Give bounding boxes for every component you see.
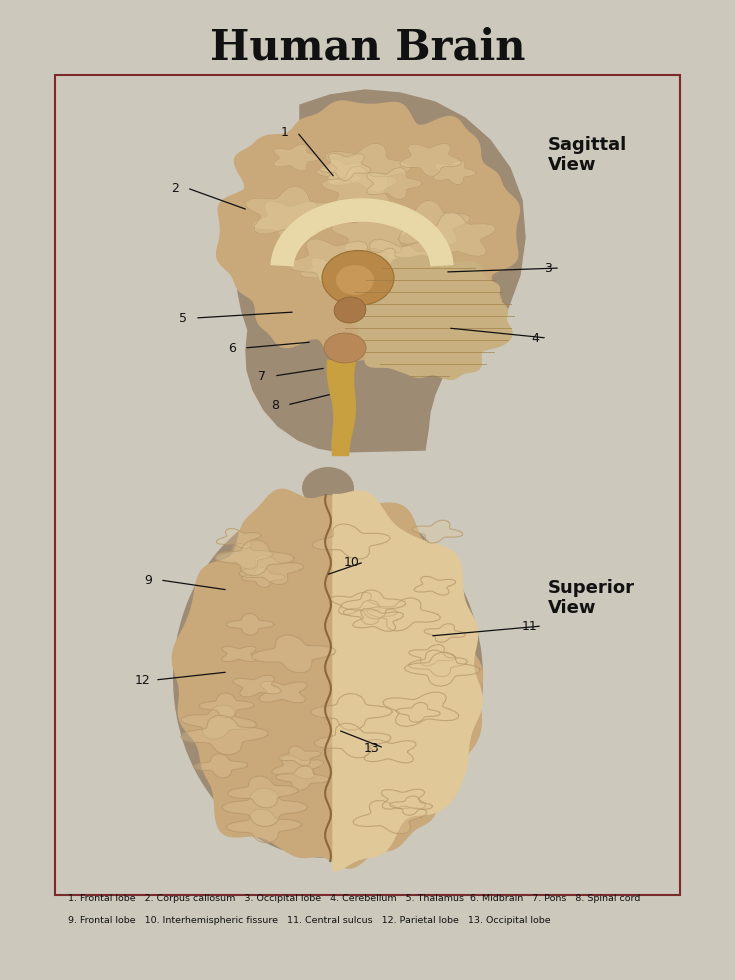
Polygon shape (312, 524, 390, 559)
Polygon shape (341, 590, 406, 619)
Polygon shape (362, 248, 406, 273)
Polygon shape (390, 796, 432, 815)
Polygon shape (241, 567, 284, 587)
Polygon shape (181, 715, 268, 755)
Polygon shape (387, 245, 431, 270)
Text: 6: 6 (228, 341, 236, 355)
Text: 4: 4 (531, 331, 539, 345)
Polygon shape (383, 692, 459, 726)
Polygon shape (412, 520, 463, 543)
Polygon shape (322, 167, 398, 207)
Polygon shape (217, 544, 273, 569)
Polygon shape (400, 143, 462, 176)
Polygon shape (259, 681, 307, 703)
Polygon shape (181, 705, 257, 739)
Polygon shape (289, 239, 377, 287)
Ellipse shape (334, 297, 366, 323)
Polygon shape (315, 723, 391, 758)
Polygon shape (353, 609, 404, 631)
Polygon shape (251, 201, 329, 242)
Polygon shape (404, 653, 480, 686)
Polygon shape (245, 186, 339, 237)
Polygon shape (351, 239, 442, 289)
Polygon shape (216, 528, 261, 549)
Polygon shape (252, 635, 336, 673)
Text: 1: 1 (281, 125, 289, 138)
Polygon shape (215, 540, 294, 576)
Polygon shape (414, 576, 456, 595)
Text: 3: 3 (544, 262, 552, 274)
Bar (55, 75, 680, 895)
Polygon shape (311, 694, 392, 730)
Polygon shape (222, 646, 256, 662)
Text: 13: 13 (364, 742, 380, 755)
Ellipse shape (324, 333, 366, 363)
Polygon shape (222, 788, 308, 826)
Text: 12: 12 (135, 673, 151, 687)
Polygon shape (226, 808, 301, 843)
Polygon shape (409, 650, 467, 676)
Ellipse shape (336, 265, 374, 295)
Text: 7: 7 (258, 369, 266, 382)
Polygon shape (424, 623, 466, 642)
Text: 10: 10 (344, 556, 360, 568)
Text: Human Brain: Human Brain (209, 27, 526, 69)
Text: 2: 2 (171, 181, 179, 194)
Polygon shape (239, 556, 304, 585)
Text: 1. Frontal lobe   2. Corpus callosum   3. Occipital lobe   4. Cerebellum   5. Th: 1. Frontal lobe 2. Corpus callosum 3. Oc… (68, 894, 640, 903)
Polygon shape (333, 491, 482, 871)
Polygon shape (410, 212, 496, 258)
Polygon shape (226, 613, 274, 635)
Polygon shape (345, 256, 512, 379)
Polygon shape (316, 159, 362, 185)
Polygon shape (276, 766, 329, 790)
Polygon shape (367, 168, 423, 200)
Polygon shape (353, 801, 427, 834)
Polygon shape (278, 746, 321, 765)
Polygon shape (227, 776, 298, 808)
Polygon shape (326, 143, 412, 192)
Text: 5: 5 (179, 312, 187, 324)
Polygon shape (330, 592, 380, 614)
Polygon shape (232, 90, 525, 452)
Polygon shape (172, 489, 483, 868)
Polygon shape (387, 201, 470, 245)
Polygon shape (331, 210, 415, 254)
Polygon shape (301, 258, 354, 286)
Polygon shape (343, 600, 398, 624)
Ellipse shape (173, 498, 483, 858)
Polygon shape (396, 703, 440, 722)
Polygon shape (368, 598, 440, 631)
Text: Superior
View: Superior View (548, 578, 635, 617)
Polygon shape (409, 645, 456, 665)
Text: 9: 9 (144, 573, 152, 586)
Ellipse shape (322, 251, 394, 306)
Ellipse shape (302, 467, 354, 509)
Polygon shape (434, 161, 476, 184)
Text: 8: 8 (271, 399, 279, 412)
Polygon shape (320, 153, 371, 180)
Polygon shape (194, 754, 248, 778)
Polygon shape (381, 789, 426, 809)
Text: 11: 11 (522, 619, 538, 632)
Polygon shape (217, 101, 520, 363)
Polygon shape (273, 144, 320, 172)
Polygon shape (199, 693, 254, 717)
Text: Sagittal
View: Sagittal View (548, 135, 627, 174)
Polygon shape (233, 675, 281, 697)
Polygon shape (272, 756, 324, 779)
Polygon shape (364, 740, 416, 762)
Polygon shape (271, 199, 453, 266)
Text: 9. Frontal lobe   10. Interhemispheric fissure   11. Central sulcus   12. Pariet: 9. Frontal lobe 10. Interhemispheric fis… (68, 915, 551, 924)
